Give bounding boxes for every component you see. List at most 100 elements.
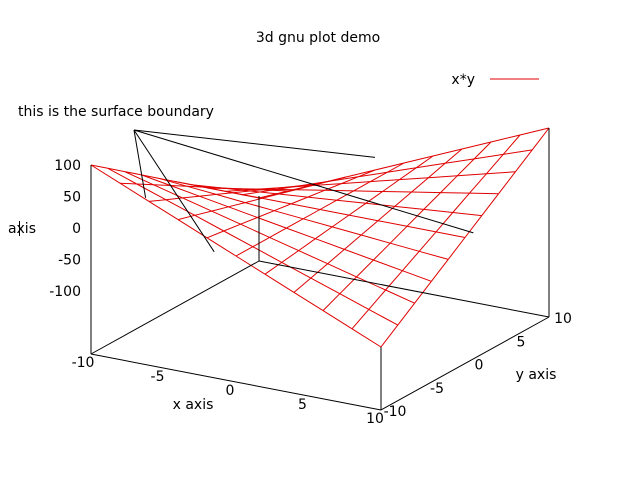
surface-line: [336, 199, 366, 204]
surface-line: [403, 155, 434, 164]
surface-line: [271, 189, 289, 192]
surface-line: [416, 162, 446, 169]
surface-line: [281, 250, 299, 263]
surface-line: [124, 171, 142, 176]
surface-line: [295, 185, 313, 191]
surface-line: [356, 276, 386, 291]
surface-line: [387, 167, 417, 173]
axis-box: [90, 128, 550, 411]
surface-line: [382, 179, 400, 192]
surface-line: [411, 191, 441, 194]
y-tick-labels: -10 -5 0 5 10: [384, 311, 572, 420]
surface-line: [358, 169, 376, 178]
y-tick-label: 0: [475, 358, 484, 374]
legend-label: x*y: [451, 72, 475, 88]
surface-line: [153, 184, 171, 186]
surface-line: [107, 167, 138, 185]
surface-line: [502, 134, 521, 155]
arrow-line: [133, 129, 147, 198]
surface-line: [303, 218, 333, 228]
surface-line: [257, 217, 287, 229]
surface-line: [402, 270, 432, 282]
surface-line: [348, 214, 379, 222]
arrow-line: [133, 129, 474, 234]
surface-line: [228, 206, 258, 218]
surface-line: [435, 231, 466, 238]
surface-line: [148, 200, 179, 221]
surface-line: [187, 185, 205, 188]
x-tick-label: 0: [226, 383, 235, 399]
surface-line: [503, 149, 533, 155]
surface-line: [302, 209, 321, 220]
surface-line: [298, 238, 316, 252]
surface-line: [327, 263, 357, 278]
x-tick-label: -10: [72, 355, 95, 371]
z-tick-label: -100: [49, 284, 81, 300]
surface-line: [353, 190, 383, 192]
surface-line: [261, 197, 292, 205]
surface-line: [351, 309, 370, 330]
surface-line: [319, 199, 338, 210]
surface-line: [295, 189, 325, 191]
surface-line: [223, 223, 241, 232]
surface-line: [440, 175, 458, 193]
surface-line: [370, 179, 400, 183]
surface-line: [258, 190, 289, 199]
surface-line: [394, 205, 424, 210]
surface-line: [237, 188, 255, 190]
surface-line: [322, 310, 353, 330]
surface-line: [249, 188, 267, 192]
surface-line: [385, 270, 403, 291]
surface-line: [124, 171, 154, 186]
surface-line: [232, 190, 250, 194]
x-axis-label: x axis: [173, 397, 214, 413]
surface-line: [107, 167, 125, 173]
surface-line: [283, 185, 301, 188]
surface-line: [322, 293, 341, 311]
surface-line: [406, 225, 437, 233]
surface-line: [170, 185, 188, 187]
surface-line: [469, 173, 487, 194]
surface-line: [264, 273, 295, 293]
surface-line: [490, 134, 521, 143]
surface-line: [286, 218, 304, 229]
surface-line: [399, 167, 417, 181]
surface-line: [286, 227, 316, 240]
surface-line: [474, 153, 504, 160]
surface-line: [119, 182, 150, 202]
surface-line: [141, 174, 171, 186]
z-tick-label: -50: [58, 253, 81, 269]
surface-line: [206, 230, 224, 239]
surface-line: [290, 203, 321, 210]
surface-line: [358, 171, 388, 178]
surface-line: [199, 193, 217, 197]
surface-line: [141, 174, 159, 179]
surface-line: [242, 189, 272, 196]
surface-line: [423, 192, 441, 210]
z-tick-labels: 100 50 0 -50 -100: [49, 158, 81, 300]
surface-line: [461, 141, 492, 150]
surface-line: [402, 250, 420, 272]
base-back-edge-x: [258, 260, 550, 318]
surface-line: [428, 162, 446, 179]
surface-line: [261, 193, 279, 199]
base-right-edge-y: [380, 316, 550, 411]
z-tick-label: 50: [63, 190, 81, 206]
surface-line: [445, 158, 475, 164]
surface-line: [415, 155, 434, 169]
surface-line: [293, 291, 324, 312]
z-axis-label: axis: [8, 221, 36, 237]
surface-line: [293, 277, 312, 293]
surface-line: [315, 226, 333, 240]
surface-line: [281, 261, 312, 279]
surface-line: [136, 183, 154, 186]
surface-line: [447, 237, 466, 260]
surface-line: [515, 149, 533, 173]
surface-line: [235, 255, 266, 275]
surface-line: [389, 225, 408, 244]
surface-mesh: [90, 127, 550, 348]
surface-line: [452, 212, 482, 217]
surface-line: [216, 193, 246, 204]
surface-line: [165, 197, 183, 201]
surface-line: [344, 234, 362, 250]
